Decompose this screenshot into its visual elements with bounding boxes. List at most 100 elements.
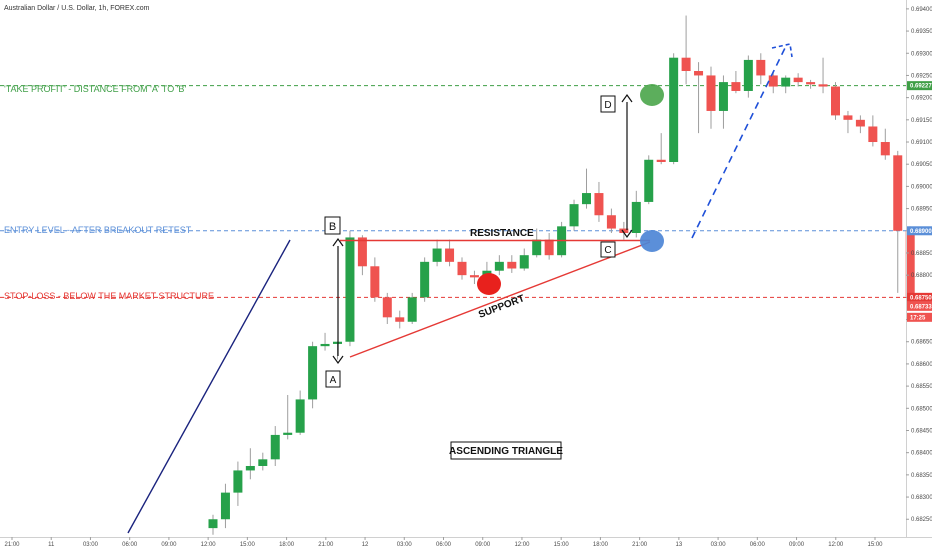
candle[interactable] [831, 82, 840, 120]
candle[interactable] [681, 15, 691, 85]
time-tick-label: 12:00 [828, 542, 844, 548]
stop-marker-circle [477, 273, 501, 295]
candle-body [818, 84, 828, 87]
candle[interactable] [731, 71, 741, 94]
candle[interactable] [694, 62, 704, 134]
candle[interactable] [270, 426, 280, 466]
candle[interactable] [283, 394, 293, 440]
candle[interactable] [905, 226, 915, 302]
candle[interactable] [843, 110, 853, 134]
candle[interactable] [743, 55, 753, 98]
candle[interactable] [880, 128, 890, 160]
candle-body [644, 159, 654, 202]
price-tick-label: 0.69200 [911, 96, 932, 102]
candle[interactable] [245, 448, 255, 480]
price-badge-text: 0.69227 [910, 84, 932, 90]
time-tick-label: 12:00 [201, 542, 217, 548]
candle-body [320, 343, 330, 347]
time-tick-label: 09:00 [161, 542, 177, 548]
time-tick-label: 03:00 [83, 542, 99, 548]
candle[interactable] [619, 221, 629, 240]
candle[interactable] [357, 235, 367, 276]
measure-arrow-cd-top [621, 93, 633, 103]
candle[interactable] [606, 208, 616, 233]
entry-marker-circle [640, 230, 664, 252]
price-badge-text: 0.68750 [910, 295, 932, 301]
candle[interactable] [345, 230, 355, 347]
price-badge: 0.68900 [907, 226, 932, 236]
candle[interactable] [519, 248, 529, 271]
price-tick-label: 0.69400 [911, 7, 932, 13]
candle-body [233, 470, 243, 493]
candle-body [507, 261, 517, 269]
support-line [349, 241, 651, 358]
candle-body [370, 266, 380, 298]
candle[interactable] [569, 199, 579, 231]
candle[interactable] [233, 461, 243, 506]
candle[interactable] [631, 190, 641, 238]
candle[interactable] [258, 452, 268, 471]
candle-body [781, 77, 791, 87]
price-badge-bg [907, 312, 932, 322]
price-tick-label: 0.68450 [911, 428, 932, 434]
candle[interactable] [457, 257, 467, 280]
measure-arrow-cd-bottom [621, 229, 633, 239]
candle[interactable] [395, 310, 405, 329]
candle[interactable] [756, 53, 766, 85]
measure-arrow-ab-bottom [332, 355, 344, 365]
candle[interactable] [295, 390, 305, 435]
candle[interactable] [469, 270, 479, 285]
candle[interactable] [407, 292, 417, 324]
drawings [127, 43, 793, 534]
candle[interactable] [806, 79, 816, 89]
time-tick-label: 11 [48, 542, 55, 548]
candle-body [420, 261, 430, 298]
candle[interactable] [718, 75, 728, 129]
price-badge-bg [907, 292, 932, 302]
candle[interactable] [532, 228, 542, 258]
time-axis[interactable]: 21:00 11 03:00 06:00 09:00 12:00 15:00 18:00 21:… [4, 537, 883, 548]
pattern-label-box [450, 441, 562, 460]
candle-body [208, 519, 218, 529]
candle-body [283, 432, 293, 435]
candle[interactable] [445, 239, 455, 267]
candle[interactable] [382, 292, 392, 324]
point-a-label: A [330, 375, 337, 386]
point-d-box [600, 95, 616, 113]
time-tick-label: 09:00 [789, 542, 805, 548]
candle[interactable] [494, 255, 504, 276]
candle[interactable] [818, 57, 828, 94]
candle[interactable] [208, 514, 218, 535]
price-tick-label: 0.69350 [911, 29, 932, 35]
candle[interactable] [557, 221, 567, 258]
candle[interactable] [781, 75, 791, 94]
candle[interactable] [669, 53, 679, 165]
candle[interactable] [656, 133, 666, 165]
candle[interactable] [706, 66, 716, 129]
candle[interactable] [594, 181, 604, 222]
candle-body [843, 115, 853, 120]
candle[interactable] [582, 168, 591, 209]
candle[interactable] [868, 115, 878, 147]
candle[interactable] [432, 239, 442, 267]
candle[interactable] [855, 115, 865, 134]
candle[interactable] [320, 332, 330, 351]
candle[interactable] [308, 341, 318, 409]
candle[interactable] [220, 483, 230, 529]
candle[interactable] [893, 150, 903, 293]
candle[interactable] [768, 71, 778, 94]
pattern-label: ASCENDING TRIANGLE [449, 446, 563, 457]
price-badge: 17:25 [907, 312, 932, 322]
price-tick-label: 0.68500 [911, 406, 932, 412]
candle[interactable] [793, 73, 803, 87]
candle[interactable] [544, 232, 554, 260]
candle[interactable] [370, 257, 380, 302]
candle[interactable] [644, 155, 654, 205]
price-tick-label: 0.69150 [911, 118, 932, 124]
price-tick-label: 0.68350 [911, 473, 932, 479]
candle[interactable] [420, 257, 430, 302]
candle-body [220, 492, 230, 520]
candle-body [855, 119, 865, 127]
candle[interactable] [507, 255, 517, 273]
